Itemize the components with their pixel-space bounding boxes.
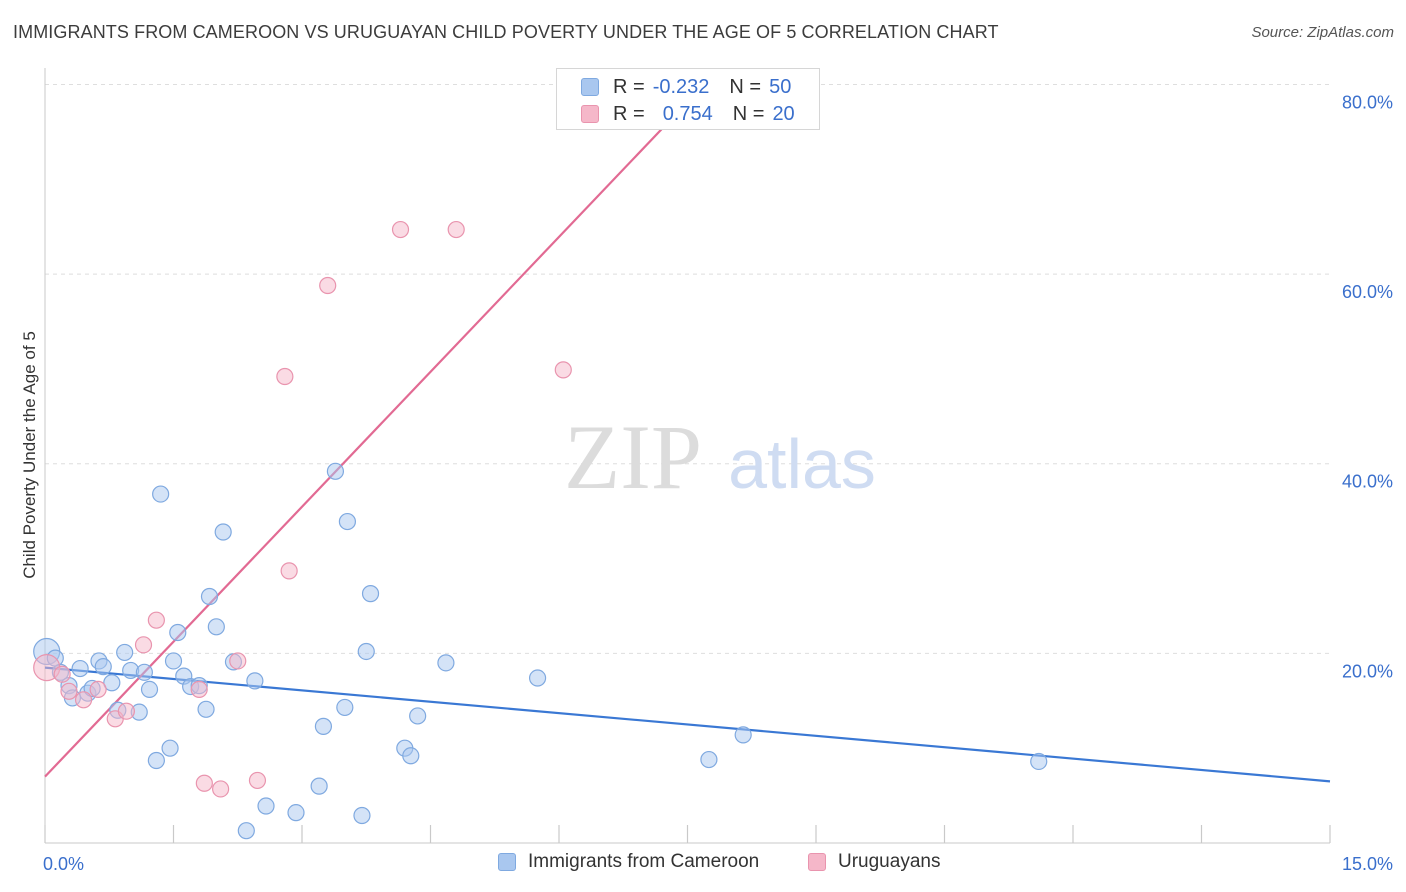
point-uruguayans xyxy=(147,611,165,629)
point-cameroon xyxy=(409,707,427,725)
trendline-uruguayans xyxy=(44,74,714,778)
chart-legend: Immigrants from Cameroon Uruguayans xyxy=(0,851,1406,879)
point-cameroon xyxy=(314,717,333,735)
point-cameroon xyxy=(164,652,183,670)
point-cameroon xyxy=(246,672,264,690)
point-uruguayans xyxy=(391,220,410,239)
stats-row-uruguayans: R = 0.754 N = 20 xyxy=(581,101,795,127)
point-uruguayans xyxy=(60,682,78,700)
point-uruguayans xyxy=(280,562,298,580)
x-tick-label: 0.0% xyxy=(43,854,84,874)
stats-legend: R = -0.232 N = 50 R = 0.754 N = 20 xyxy=(556,68,820,130)
point-uruguayans xyxy=(319,276,337,295)
point-cameroon xyxy=(734,726,752,744)
point-cameroon xyxy=(94,658,112,676)
point-cameroon xyxy=(71,659,89,678)
point-cameroon xyxy=(287,804,305,822)
point-cameroon xyxy=(169,623,187,642)
point-cameroon xyxy=(135,663,153,681)
point-uruguayans xyxy=(554,361,572,379)
y-tick-label: 40.0% xyxy=(1342,472,1393,492)
point-cameroon xyxy=(152,485,170,503)
r-label: R = xyxy=(613,102,645,125)
watermark-zip: ZIP xyxy=(564,406,702,508)
point-cameroon xyxy=(257,797,275,815)
tick-labels: 20.0% 40.0% 60.0% 80.0% 0.0% 15.0% xyxy=(43,92,1393,874)
n-value: 50 xyxy=(769,75,792,98)
uruguayans-swatch xyxy=(808,853,826,871)
point-cameroon xyxy=(700,750,718,769)
point-cameroon xyxy=(528,669,547,687)
point-cameroon xyxy=(402,747,420,765)
point-uruguayans xyxy=(276,367,294,386)
uruguayans-swatch xyxy=(581,105,599,123)
point-uruguayans xyxy=(74,691,93,709)
trendline-cameroon xyxy=(44,666,1331,783)
point-cameroon xyxy=(200,587,219,606)
legend-item-cameroon[interactable]: Immigrants from Cameroon xyxy=(498,851,759,873)
point-cameroon xyxy=(338,512,357,531)
point-cameroon xyxy=(353,806,371,825)
point-cameroon xyxy=(103,674,121,692)
point-uruguayans xyxy=(53,665,71,683)
point-cameroon xyxy=(361,585,380,603)
point-uruguayans xyxy=(248,771,267,790)
point-cameroon xyxy=(437,654,455,672)
point-cameroon xyxy=(357,642,375,661)
y-tick-label: 60.0% xyxy=(1342,282,1393,302)
point-cameroon xyxy=(161,739,179,757)
point-cameroon xyxy=(214,523,232,541)
cameroon-swatch xyxy=(581,78,599,96)
point-uruguayans xyxy=(190,680,208,699)
point-cameroon xyxy=(336,698,354,717)
source-credit: Source: ZipAtlas.com xyxy=(1251,24,1394,41)
legend-item-uruguayans[interactable]: Uruguayans xyxy=(808,851,940,873)
y-axis-label: Child Poverty Under the Age of 5 xyxy=(20,331,39,579)
point-uruguayans xyxy=(195,774,213,792)
point-uruguayans xyxy=(229,652,247,670)
r-value: -0.232 xyxy=(652,75,710,98)
r-label: R = xyxy=(613,75,645,98)
y-tick-label: 20.0% xyxy=(1342,661,1393,681)
chart-title: IMMIGRANTS FROM CAMEROON VS URUGUAYAN CH… xyxy=(13,22,999,42)
point-uruguayans xyxy=(117,702,135,720)
data-points xyxy=(33,220,1048,840)
point-cameroon xyxy=(147,751,165,770)
stats-row-cameroon: R = -0.232 N = 50 xyxy=(581,74,791,100)
point-uruguayans xyxy=(89,680,107,699)
point-cameroon xyxy=(116,643,134,662)
x-tick-label: 15.0% xyxy=(1342,854,1393,874)
y-tick-label: 80.0% xyxy=(1342,92,1393,112)
gridlines xyxy=(45,83,1330,654)
watermark: ZIP atlas xyxy=(564,406,876,508)
point-uruguayans xyxy=(134,636,153,654)
legend-label: Immigrants from Cameroon xyxy=(528,851,760,872)
point-cameroon xyxy=(326,462,345,480)
point-uruguayans xyxy=(447,220,465,239)
cameroon-swatch xyxy=(498,853,516,871)
point-cameroon xyxy=(140,680,159,699)
n-value: 20 xyxy=(772,102,795,125)
n-label: N = xyxy=(732,102,765,125)
r-value: 0.754 xyxy=(662,102,713,125)
point-cameroon xyxy=(207,618,225,636)
watermark-atlas: atlas xyxy=(728,425,876,503)
point-cameroon xyxy=(237,822,255,840)
point-uruguayans xyxy=(212,780,230,798)
legend-label: Uruguayans xyxy=(838,851,941,872)
n-label: N = xyxy=(729,75,762,98)
axes xyxy=(44,68,1331,844)
point-cameroon xyxy=(310,777,328,795)
point-cameroon xyxy=(197,700,215,718)
point-cameroon xyxy=(1030,752,1048,771)
